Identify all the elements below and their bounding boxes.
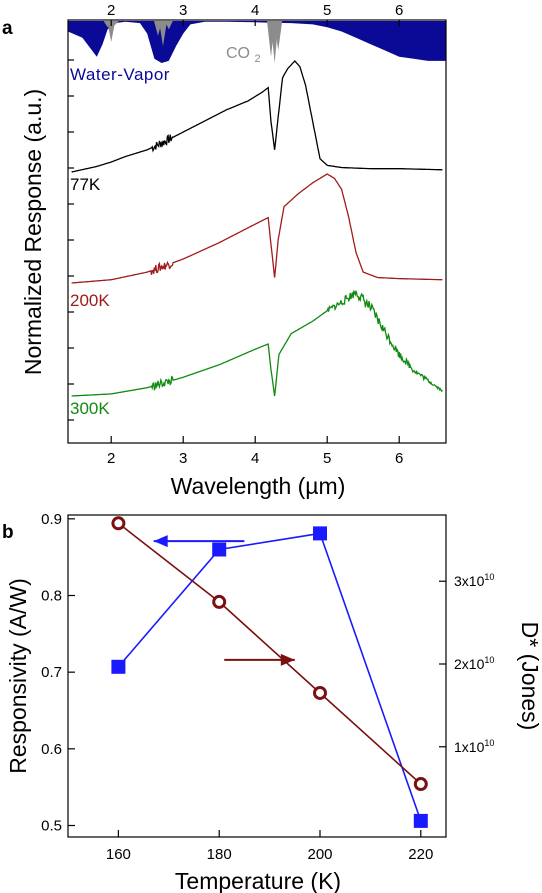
b-y2-tick-exponent: 10: [484, 572, 494, 582]
b-y-tick-label-0.7: 0.7: [41, 664, 62, 681]
b-y2-tick-mantissa: 3x10: [454, 573, 485, 589]
panel-a: a 2 3 4 5 6 Water-Vapor CO 2 77K 200K 300K 2…: [2, 2, 447, 499]
spectra-series: [71, 60, 443, 397]
top-tick-label-4: 4: [251, 2, 259, 19]
b-y-tick-label-0.8: 0.8: [41, 588, 62, 605]
co2-label-main: CO: [226, 45, 250, 62]
bottom-tick-label-4: 4: [251, 450, 259, 467]
arrow-head-1: [280, 653, 295, 666]
co2-band-2: [110, 21, 119, 26]
point-Responsivity-200: [313, 526, 327, 541]
point-Responsivity-220: [413, 813, 428, 828]
b-y2-tick-mantissa: 1x10: [454, 739, 485, 755]
panel-a-label: a: [2, 18, 13, 39]
b-y2-tick-exponent: 10: [484, 738, 494, 748]
panel-b-series: [111, 516, 428, 828]
panel-b: b 160 180 200 2200.50.60.70.80.91x10102x101…: [2, 511, 542, 893]
panel-b-frame: [67, 514, 447, 838]
b-y2-tick-label: 2x1010: [454, 655, 494, 672]
series-label-300k: 300K: [70, 399, 110, 418]
b-y2-tick-label: 1x1010: [454, 738, 494, 755]
panel-a-xlabel: Wavelength (µm): [171, 473, 346, 499]
point-Responsivity-180: [212, 542, 227, 557]
bottom-tick-label-5: 5: [323, 450, 331, 467]
b-x-tick-label-180: 180: [207, 846, 232, 863]
series-label-77k: 77K: [70, 175, 101, 194]
b-x-tick-label-160: 160: [106, 846, 131, 863]
point-D*-160: [111, 516, 126, 531]
panel-a-ylabel: Normalized Response (a.u.): [20, 89, 46, 375]
panel-b-y2label: D* (Jones): [517, 622, 542, 731]
bottom-tick-label-3: 3: [179, 450, 187, 467]
arrow-head-0: [153, 535, 168, 548]
top-tick-label-6: 6: [395, 2, 403, 19]
line-D*: [117, 522, 422, 785]
bottom-tick-label-6: 6: [395, 450, 403, 467]
b-y-tick-label-0.9: 0.9: [41, 511, 62, 528]
co2-label: CO 2: [226, 45, 261, 65]
water-vapor-label: Water-Vapor: [70, 65, 170, 84]
b-y2-tick-label: 3x1010: [454, 572, 494, 589]
b-y-tick-label-0.5: 0.5: [41, 818, 62, 835]
line-Responsivity: [117, 532, 422, 822]
co2-band-5: [164, 21, 173, 30]
panel-b-label: b: [2, 522, 14, 543]
point-D*-180: [212, 594, 227, 609]
co2-band-1: [107, 21, 116, 42]
top-tick-label-5: 5: [323, 2, 331, 19]
spectrum-77K: [71, 60, 443, 173]
panel-a-frame: [67, 19, 447, 444]
absorption-bands: [68, 21, 446, 63]
spectrum-300K: [71, 290, 443, 397]
panel-b-xlabel: Temperature (K): [175, 868, 341, 893]
point-Responsivity-160: [111, 659, 126, 674]
series-label-200k: 200K: [70, 291, 110, 310]
top-tick-label-3: 3: [179, 2, 187, 19]
top-tick-label-2: 2: [107, 2, 115, 19]
bottom-tick-label-2: 2: [107, 450, 115, 467]
b-x-tick-label-200: 200: [307, 846, 332, 863]
point-D*-200: [313, 685, 327, 700]
b-y2-tick-mantissa: 2x10: [454, 656, 485, 672]
co2-band-4: [159, 21, 167, 47]
spectrum-200K: [71, 173, 443, 284]
co2-label-sub: 2: [254, 53, 260, 65]
bottom-axis-ticks: 2 3 4 5 6: [107, 436, 403, 467]
panel-b-ylabel: Responsivity (A/W): [5, 578, 31, 774]
left-axis-ticks: [68, 59, 74, 421]
b-x-tick-label-220: 220: [408, 846, 433, 863]
b-y2-tick-exponent: 10: [484, 655, 494, 665]
point-D*-220: [413, 777, 428, 792]
panel-b-axis-ticks: 160 180 200 2200.50.60.70.80.91x10102x10103…: [41, 511, 494, 863]
b-y-tick-label-0.6: 0.6: [41, 741, 62, 758]
co2-band-8: [274, 21, 283, 51]
top-axis-ticks: 2 3 4 5 6: [107, 2, 403, 26]
